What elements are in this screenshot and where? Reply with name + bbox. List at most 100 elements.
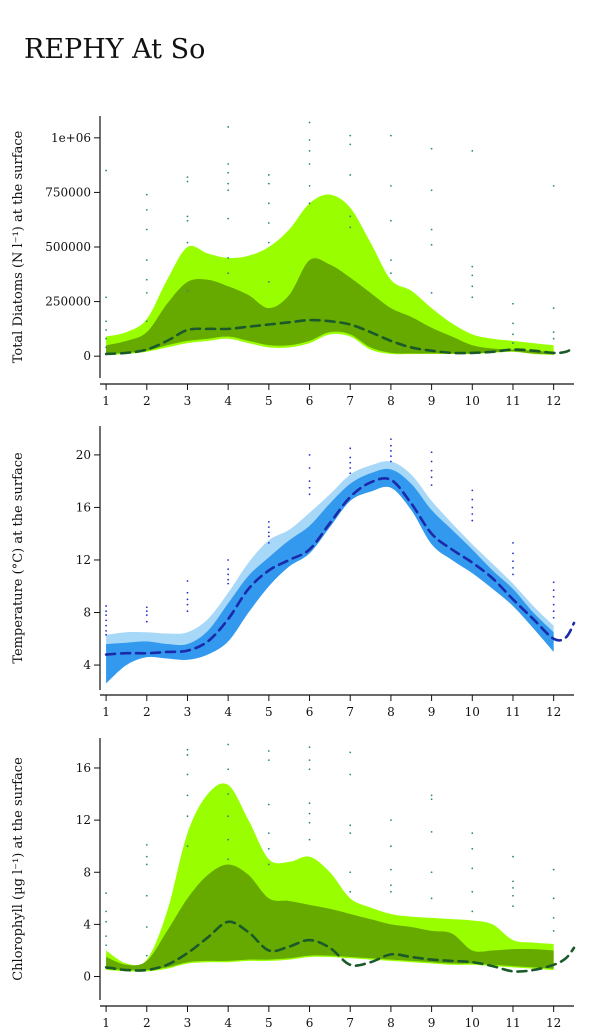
x-tick-label: 11 xyxy=(505,705,520,719)
data-point xyxy=(227,568,230,571)
data-point xyxy=(105,629,108,632)
data-point xyxy=(145,620,148,623)
data-point xyxy=(471,890,474,893)
data-point xyxy=(430,451,433,454)
data-point xyxy=(308,486,311,489)
data-point xyxy=(267,202,270,205)
data-point xyxy=(105,944,108,947)
data-point xyxy=(552,616,555,619)
data-point xyxy=(186,219,189,222)
data-point xyxy=(267,222,270,224)
x-tick-label: 3 xyxy=(184,1016,192,1030)
data-point xyxy=(390,184,392,187)
data-point xyxy=(349,890,352,893)
data-point xyxy=(390,444,392,447)
data-point xyxy=(512,855,514,858)
data-point xyxy=(227,838,230,841)
data-point xyxy=(227,559,230,561)
data-point xyxy=(308,759,311,762)
data-point xyxy=(267,531,270,534)
x-tick-label: 8 xyxy=(387,705,395,719)
data-point xyxy=(430,484,433,487)
data-point xyxy=(308,150,311,152)
data-point xyxy=(552,589,555,592)
data-point xyxy=(105,910,108,913)
data-point xyxy=(267,241,270,244)
data-point xyxy=(471,910,474,913)
x-tick-label: 12 xyxy=(546,394,561,408)
data-point xyxy=(145,614,148,617)
data-point xyxy=(308,202,311,205)
y-tick-label: 16 xyxy=(76,761,91,775)
data-point xyxy=(471,498,474,501)
x-tick-label: 11 xyxy=(505,394,520,408)
page-title: REPHY At So xyxy=(24,34,206,65)
data-point xyxy=(105,169,108,172)
y-tick-label: 500000 xyxy=(45,240,91,254)
data-point xyxy=(267,520,270,523)
data-point xyxy=(105,614,108,617)
data-point xyxy=(512,541,514,544)
data-point xyxy=(227,126,230,128)
data-point xyxy=(308,480,311,483)
data-point xyxy=(390,259,392,261)
y-tick-label: 12 xyxy=(76,553,91,567)
data-point xyxy=(512,342,514,344)
y-tick-label: 20 xyxy=(76,448,91,462)
data-point xyxy=(308,821,311,824)
data-point xyxy=(105,610,108,613)
data-point xyxy=(227,815,230,818)
data-point xyxy=(471,506,474,509)
data-point xyxy=(186,289,189,292)
data-point xyxy=(267,281,270,283)
median-line xyxy=(104,920,576,973)
data-point xyxy=(145,278,148,281)
data-point xyxy=(186,754,189,756)
data-point xyxy=(267,847,270,850)
data-point xyxy=(105,920,108,923)
x-tick-label: 4 xyxy=(224,1016,232,1030)
data-point xyxy=(552,868,555,871)
x-tick-label: 2 xyxy=(143,394,151,408)
y-tick-label: 4 xyxy=(83,917,91,931)
data-point xyxy=(267,863,270,866)
data-point xyxy=(390,845,392,848)
y-axis-title: Temperature (°C) at the surface xyxy=(11,452,26,664)
data-point xyxy=(430,243,433,246)
data-point xyxy=(552,331,555,334)
data-point xyxy=(145,606,148,609)
data-point xyxy=(227,743,230,746)
data-point xyxy=(267,541,270,544)
y-tick-label: 0 xyxy=(83,349,91,363)
data-point xyxy=(390,460,392,463)
data-point xyxy=(145,228,148,231)
y-axis-title: Total Diatoms (N l⁻¹) at the surface xyxy=(11,130,26,363)
data-point xyxy=(552,184,555,187)
data-point xyxy=(349,215,352,218)
x-tick-label: 1 xyxy=(102,705,110,719)
data-point xyxy=(349,832,352,835)
data-point xyxy=(105,329,108,331)
x-tick-label: 12 xyxy=(546,1016,561,1030)
x-tick-label: 9 xyxy=(428,394,436,408)
data-point xyxy=(308,838,311,841)
x-tick-label: 10 xyxy=(465,394,480,408)
data-point xyxy=(308,121,311,124)
data-point xyxy=(471,847,474,850)
data-point xyxy=(512,566,514,569)
data-point xyxy=(186,591,189,594)
data-point xyxy=(349,773,352,776)
data-point xyxy=(186,598,189,601)
data-point xyxy=(349,226,352,229)
data-point xyxy=(349,871,352,874)
data-point xyxy=(227,189,230,192)
data-point xyxy=(145,954,148,957)
y-tick-label: 750000 xyxy=(45,185,91,199)
data-point xyxy=(349,134,352,137)
data-point xyxy=(145,320,148,323)
data-point xyxy=(390,884,392,887)
median-line xyxy=(104,318,576,356)
